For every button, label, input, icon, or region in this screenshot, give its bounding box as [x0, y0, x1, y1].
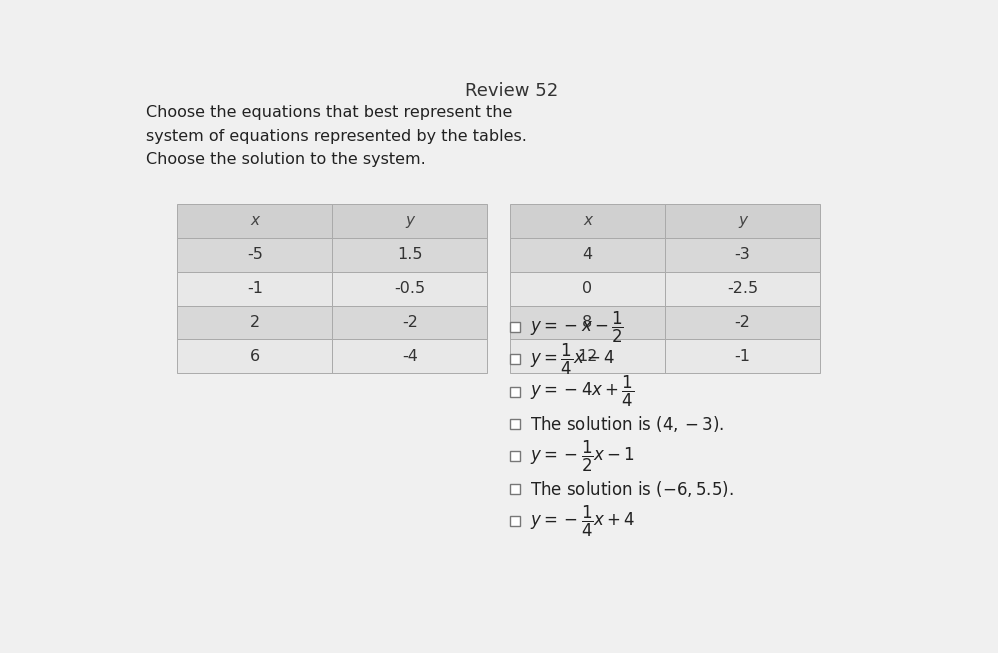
Bar [510, 306, 665, 340]
Text: y: y [738, 214, 747, 229]
Text: -2: -2 [735, 315, 750, 330]
Bar [332, 238, 487, 272]
Text: 4: 4 [583, 247, 593, 263]
Text: -1: -1 [247, 281, 262, 296]
Bar [665, 238, 820, 272]
Text: Choose the equations that best represent the
system of equations represented by : Choose the equations that best represent… [147, 105, 527, 167]
Bar [178, 272, 332, 306]
Text: -3: -3 [735, 247, 750, 263]
Text: $y=-\dfrac{1}{2}x-1$: $y=-\dfrac{1}{2}x-1$ [530, 439, 635, 474]
Bar [510, 355, 520, 364]
Bar [510, 322, 520, 332]
Text: 2: 2 [250, 315, 260, 330]
Text: The solution is $(-6, 5.5)$.: The solution is $(-6, 5.5)$. [530, 479, 734, 499]
Text: 6: 6 [250, 349, 260, 364]
Text: -2: -2 [402, 315, 418, 330]
Text: -1: -1 [735, 349, 750, 364]
Text: 12: 12 [577, 349, 598, 364]
Bar [178, 340, 332, 374]
Bar [665, 340, 820, 374]
Bar [510, 451, 520, 462]
Bar [332, 306, 487, 340]
Text: -2.5: -2.5 [727, 281, 758, 296]
Bar [510, 340, 665, 374]
Text: The solution is $(4, -3)$.: The solution is $(4, -3)$. [530, 414, 725, 434]
Bar [665, 306, 820, 340]
Text: x: x [583, 214, 592, 229]
Text: $y=-4x+\dfrac{1}{4}$: $y=-4x+\dfrac{1}{4}$ [530, 374, 635, 409]
Bar [178, 204, 332, 238]
Text: $y=-\dfrac{1}{4}x+4$: $y=-\dfrac{1}{4}x+4$ [530, 503, 636, 539]
Text: -0.5: -0.5 [394, 281, 425, 296]
Bar [510, 419, 520, 429]
Bar [665, 204, 820, 238]
Text: $y=-x-\dfrac{1}{2}$: $y=-x-\dfrac{1}{2}$ [530, 310, 624, 345]
Bar [510, 272, 665, 306]
Bar [510, 238, 665, 272]
Text: 0: 0 [583, 281, 593, 296]
Bar [332, 272, 487, 306]
Text: x: x [250, 214, 259, 229]
Text: 1.5: 1.5 [397, 247, 423, 263]
Bar [665, 272, 820, 306]
Bar [178, 306, 332, 340]
Text: 8: 8 [582, 315, 593, 330]
Bar [510, 387, 520, 397]
Bar [178, 238, 332, 272]
Text: Review 52: Review 52 [465, 82, 558, 100]
Text: -5: -5 [248, 247, 262, 263]
Text: -4: -4 [402, 349, 418, 364]
Text: y: y [405, 214, 414, 229]
Bar [510, 204, 665, 238]
Bar [510, 484, 520, 494]
Bar [332, 340, 487, 374]
Bar [510, 516, 520, 526]
Text: $y=\dfrac{1}{4}x-4$: $y=\dfrac{1}{4}x-4$ [530, 342, 615, 377]
Bar [332, 204, 487, 238]
